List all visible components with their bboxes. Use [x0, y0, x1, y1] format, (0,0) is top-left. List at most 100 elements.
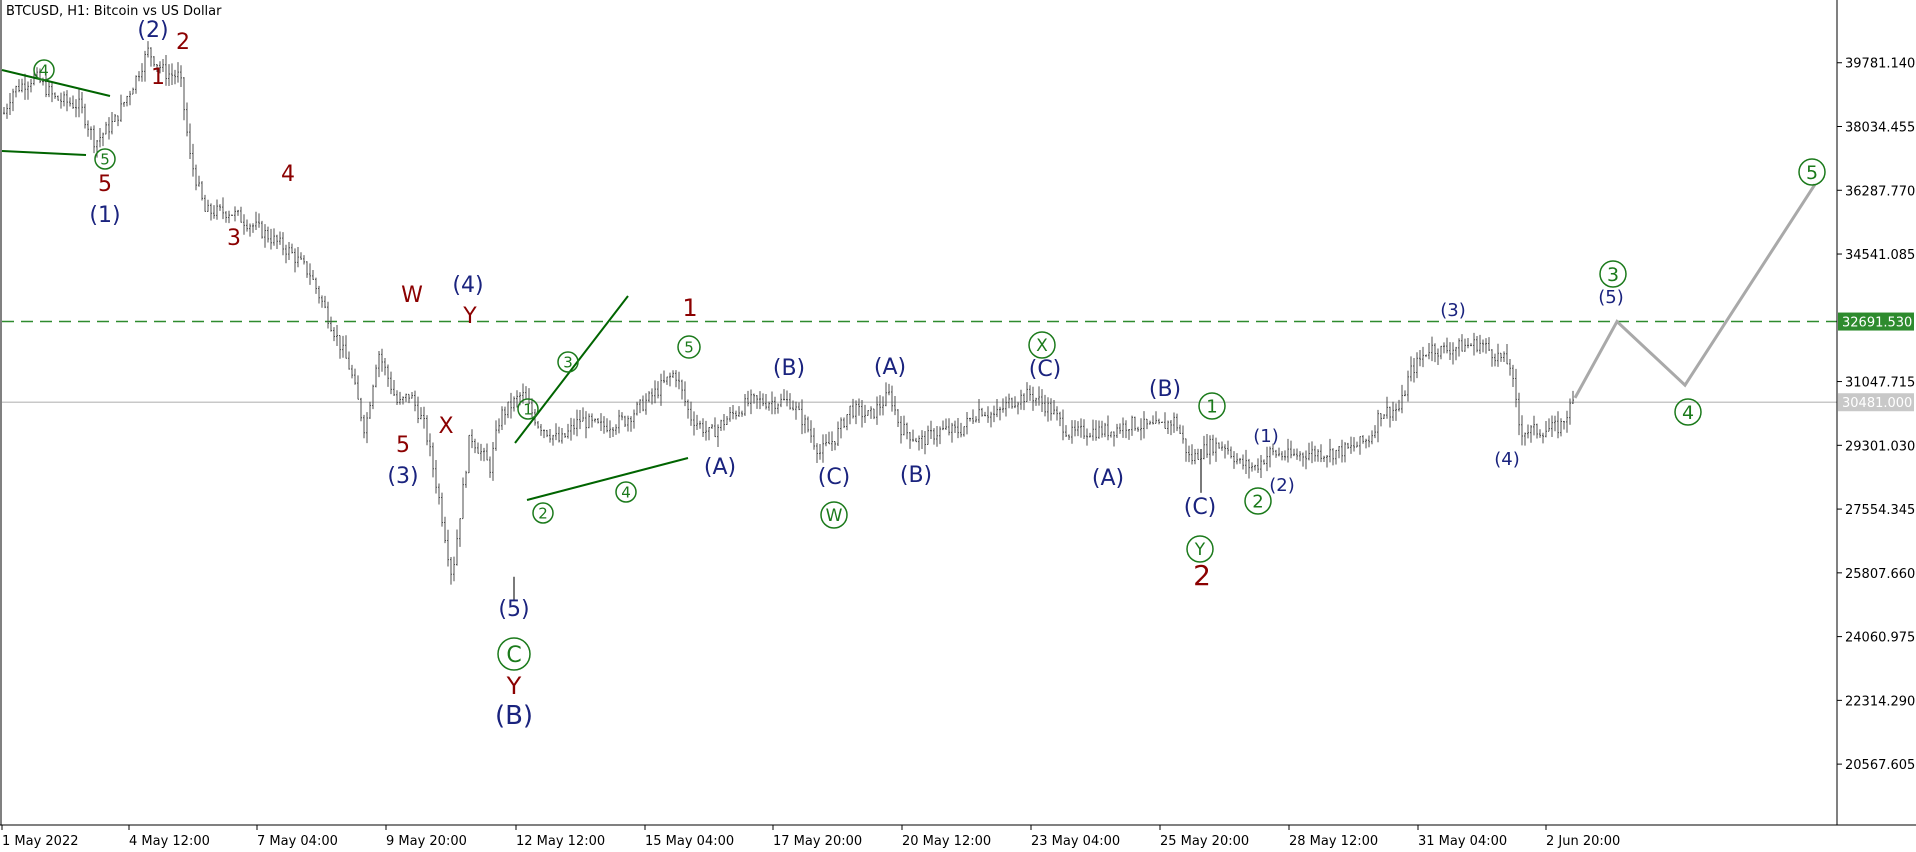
- circled-wave-label: 1: [523, 400, 533, 418]
- y-tick-label: 20567.605: [1845, 758, 1915, 773]
- circled-wave-label: W: [826, 506, 843, 526]
- price-box-label: 32691.530: [1842, 316, 1912, 331]
- price-box-bg: [1838, 312, 1914, 331]
- circled-wave-label: 3: [563, 353, 573, 371]
- wave-label: (3): [1440, 300, 1466, 321]
- dashed-level-price-box: 32691.530: [1838, 312, 1914, 331]
- projection-line: [1573, 183, 1817, 399]
- circled-wave-marker: [820, 501, 848, 529]
- x-tick-label: 15 May 04:00: [645, 834, 734, 849]
- x-tick-label: 12 May 12:00: [516, 834, 605, 849]
- circled-wave-label: 3: [1607, 264, 1619, 286]
- circled-wave-marker: [517, 398, 539, 420]
- trendline: [1, 150, 87, 156]
- current-price-box: 30481.000: [1838, 393, 1914, 412]
- y-tick-label: 31047.715: [1845, 376, 1915, 391]
- y-tick-label: 38034.455: [1845, 121, 1915, 136]
- x-tick-label: 1 May 2022: [2, 834, 79, 849]
- y-tick-label: 24060.975: [1845, 631, 1915, 646]
- wave-label: Y: [462, 304, 477, 329]
- x-tick-label: 25 May 20:00: [1160, 834, 1249, 849]
- wave-label: (B): [900, 463, 932, 488]
- wave-label: (B): [1149, 377, 1181, 402]
- wave-label: (A): [874, 355, 906, 380]
- wave-label: (C): [818, 465, 851, 490]
- wave-label: (1): [89, 203, 120, 228]
- projection-path: [1573, 183, 1817, 399]
- circled-wave-label: X: [1036, 336, 1048, 356]
- x-tick-label: 20 May 12:00: [902, 834, 991, 849]
- circled-wave-label: 1: [1206, 396, 1217, 417]
- circled-wave-marker: [497, 637, 531, 671]
- circled-wave-label: 4: [39, 61, 49, 79]
- wave-label: (C): [1184, 495, 1217, 520]
- circled-wave-marker: [94, 148, 116, 170]
- circled-wave-marker: [1244, 487, 1272, 515]
- wave-label: 3: [227, 226, 241, 251]
- circled-wave-marker: [1198, 392, 1226, 420]
- wave-label: (A): [1092, 466, 1124, 491]
- wave-label: 1: [151, 65, 165, 90]
- wave-label: (B): [773, 356, 805, 381]
- circled-wave-marker: [1599, 260, 1627, 288]
- wave-label: 5: [98, 172, 112, 197]
- y-tick-label: 39781.140: [1845, 57, 1915, 72]
- x-tick-label: 4 May 12:00: [129, 834, 210, 849]
- circled-wave-label: 2: [1252, 491, 1263, 512]
- wave-labels: (2) 215(1)43W (4)Y5X(3)(5)Y(B)1(A)(B)(C)(A…: [33, 18, 1826, 731]
- wave-label: Y: [506, 672, 522, 700]
- circled-wave-marker: [557, 351, 579, 373]
- circled-wave-label: C: [506, 643, 521, 668]
- x-tick-label: 23 May 04:00: [1031, 834, 1120, 849]
- wave-label: 2: [176, 30, 190, 55]
- trendline: [514, 295, 629, 444]
- wave-label: 1: [682, 294, 697, 322]
- circled-wave-marker: [1674, 398, 1702, 426]
- wave-label: 5: [396, 433, 410, 458]
- y-tick-label: 29301.030: [1845, 439, 1915, 454]
- candlesticks: [3, 41, 1574, 601]
- wave-label: (1): [1253, 426, 1279, 447]
- circled-wave-marker: [1798, 158, 1826, 186]
- wave-label: (4): [452, 273, 483, 298]
- circled-wave-marker: [532, 502, 554, 524]
- circled-wave-marker: [33, 59, 55, 81]
- wave-label: (A): [704, 455, 736, 480]
- wave-label: 2: [1193, 559, 1211, 592]
- wave-label: (5): [1598, 287, 1624, 308]
- x-tick-label: 2 Jun 20:00: [1546, 834, 1620, 849]
- wave-label: X: [438, 414, 453, 439]
- trendline: [1, 69, 111, 97]
- circled-wave-label: Y: [1194, 540, 1206, 560]
- circled-wave-marker: [677, 335, 701, 359]
- circled-wave-marker: [615, 481, 637, 503]
- y-tick-label: 36287.770: [1845, 184, 1915, 199]
- wave-label: (3): [387, 464, 418, 489]
- x-tick-label: 31 May 04:00: [1418, 834, 1507, 849]
- wave-label: (4): [1494, 449, 1520, 470]
- wave-label: (B): [495, 701, 533, 731]
- trendlines: [1, 69, 689, 501]
- circled-wave-label: 5: [1806, 162, 1818, 184]
- price-box-label: 30481.000: [1842, 396, 1912, 411]
- wave-label: (C): [1029, 357, 1062, 382]
- wave-label: (2): [137, 18, 168, 43]
- x-tick-label: 7 May 04:00: [257, 834, 338, 849]
- horizontal-levels: [2, 320, 1837, 403]
- y-tick-label: 34541.085: [1845, 248, 1915, 263]
- circled-wave-label: 2: [538, 504, 548, 522]
- trendline: [526, 457, 689, 501]
- circled-wave-marker: [1186, 535, 1214, 563]
- circled-wave-label: 4: [1682, 402, 1694, 424]
- wave-label: (2): [1269, 475, 1295, 496]
- x-tick-label: 9 May 20:00: [386, 834, 467, 849]
- chart-title: BTCUSD, H1: Bitcoin vs US Dollar: [6, 4, 222, 19]
- circled-wave-label: 5: [684, 338, 694, 356]
- price-box-bg: [1838, 393, 1914, 412]
- wave-label: 4: [281, 162, 295, 187]
- x-tick-label: 17 May 20:00: [773, 834, 862, 849]
- y-tick-label: 25807.660: [1845, 567, 1915, 582]
- y-tick-label: 27554.345: [1845, 503, 1915, 518]
